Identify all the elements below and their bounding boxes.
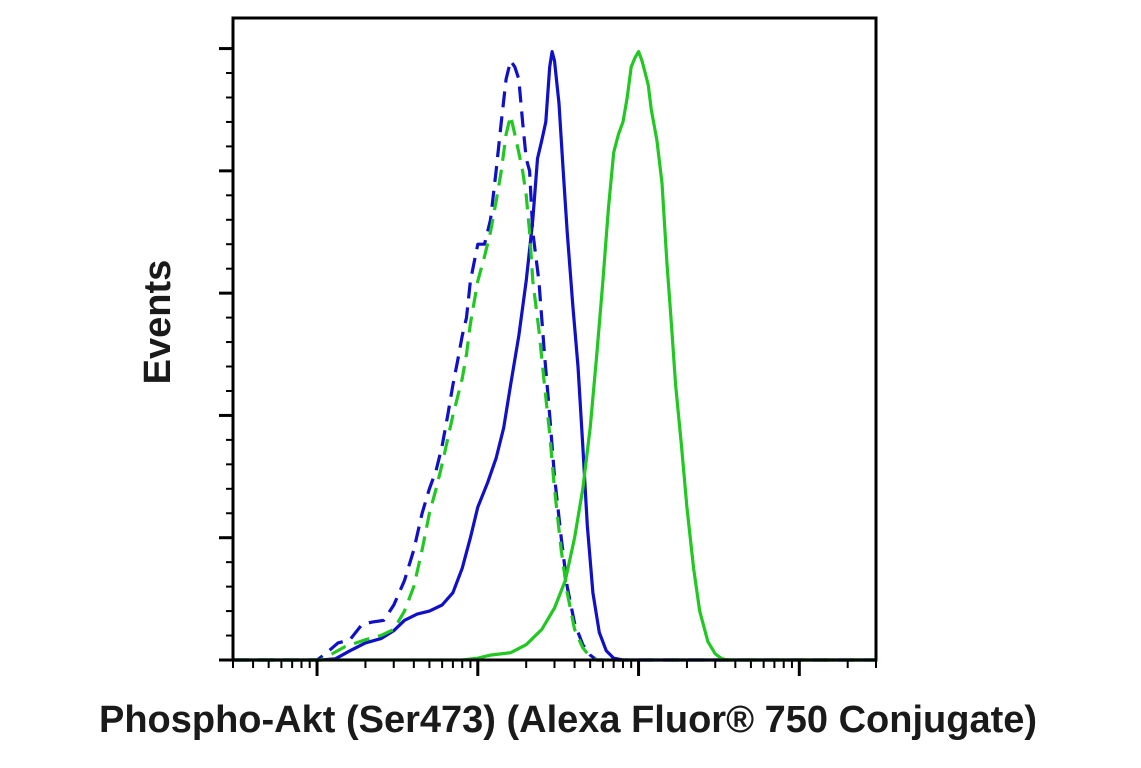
histogram-curves bbox=[233, 50, 876, 662]
plot-border bbox=[231, 16, 878, 662]
series-line-1 bbox=[233, 50, 876, 662]
series-line-2 bbox=[233, 59, 876, 662]
series-line-3 bbox=[233, 114, 876, 662]
x-axis-title: Phospho-Akt (Ser473) (Alexa Fluor® 750 C… bbox=[99, 699, 1037, 741]
axis-ticks bbox=[219, 47, 877, 676]
plot-frame bbox=[231, 16, 878, 662]
series-line-4 bbox=[233, 50, 876, 662]
y-axis-title: Events bbox=[137, 260, 179, 385]
